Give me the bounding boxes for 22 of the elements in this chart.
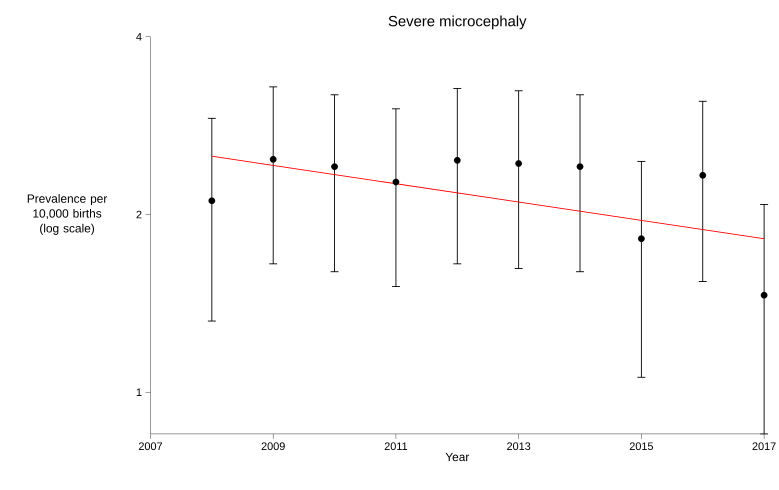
point	[331, 164, 338, 170]
x-tick-label: 2011	[384, 442, 408, 450]
y-tick-label: 1	[136, 388, 142, 396]
point	[454, 157, 461, 164]
x-tick-label: 2015	[630, 442, 654, 450]
y-tick-label: 4	[136, 33, 142, 41]
x-tick-label: 2013	[507, 442, 530, 450]
point	[638, 236, 645, 242]
point	[208, 198, 216, 204]
x-tick-label: 2007	[138, 442, 162, 450]
point	[699, 172, 706, 179]
point	[760, 292, 768, 299]
point	[392, 178, 400, 186]
point	[270, 156, 277, 163]
chart-title: Severe microcephaly	[388, 16, 526, 30]
point	[515, 160, 522, 168]
y-tick-label: 2	[136, 210, 142, 219]
y-axis-title: Prevalence per 10,000 births (log scale)	[28, 194, 108, 236]
x-tick-label: 2009	[262, 442, 285, 450]
point	[576, 164, 584, 170]
x-axis-title: Year	[446, 453, 470, 462]
x-tick-label: 2017	[752, 442, 776, 450]
